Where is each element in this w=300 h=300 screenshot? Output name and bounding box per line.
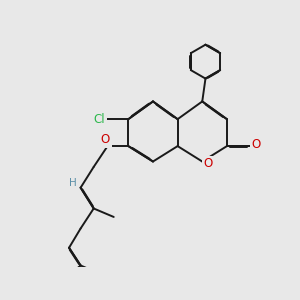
Text: O: O	[204, 157, 213, 170]
Text: H: H	[69, 178, 77, 188]
Text: Cl: Cl	[93, 113, 105, 126]
Text: O: O	[251, 138, 261, 151]
Text: O: O	[100, 134, 110, 146]
